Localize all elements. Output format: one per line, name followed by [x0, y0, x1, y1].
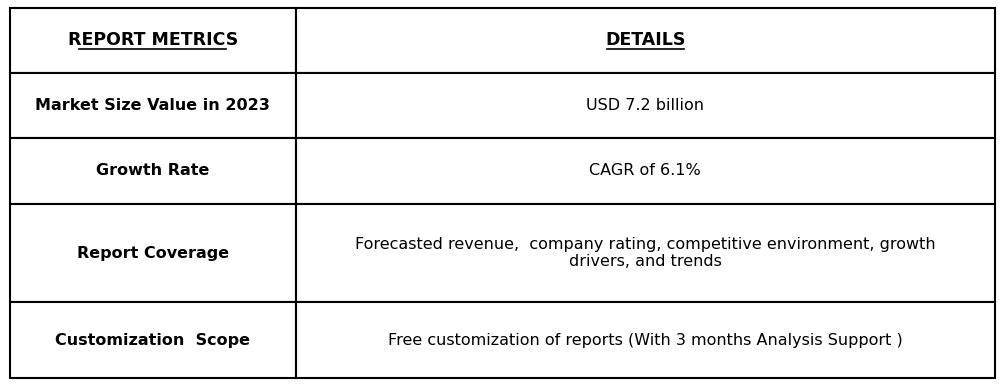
Text: REPORT METRICS: REPORT METRICS [67, 31, 238, 49]
Text: USD 7.2 billion: USD 7.2 billion [586, 98, 705, 113]
Text: Report Coverage: Report Coverage [76, 245, 229, 261]
Bar [295, 303, 995, 378]
Bar [295, 138, 995, 203]
Bar [10, 73, 295, 138]
Bar [295, 8, 995, 73]
Text: Free customization of reports (With 3 months Analysis Support ): Free customization of reports (With 3 mo… [388, 333, 902, 348]
Bar [10, 203, 295, 303]
Text: Market Size Value in 2023: Market Size Value in 2023 [35, 98, 270, 113]
Text: CAGR of 6.1%: CAGR of 6.1% [590, 163, 701, 178]
Text: Customization  Scope: Customization Scope [55, 333, 250, 348]
Bar [10, 8, 295, 73]
Text: DETAILS: DETAILS [605, 31, 685, 49]
Text: Forecasted revenue,  company rating, competitive environment, growth
drivers, an: Forecasted revenue, company rating, comp… [355, 237, 936, 269]
Bar [295, 73, 995, 138]
Bar [10, 303, 295, 378]
Text: Growth Rate: Growth Rate [96, 163, 210, 178]
Bar [295, 203, 995, 303]
Bar [10, 138, 295, 203]
